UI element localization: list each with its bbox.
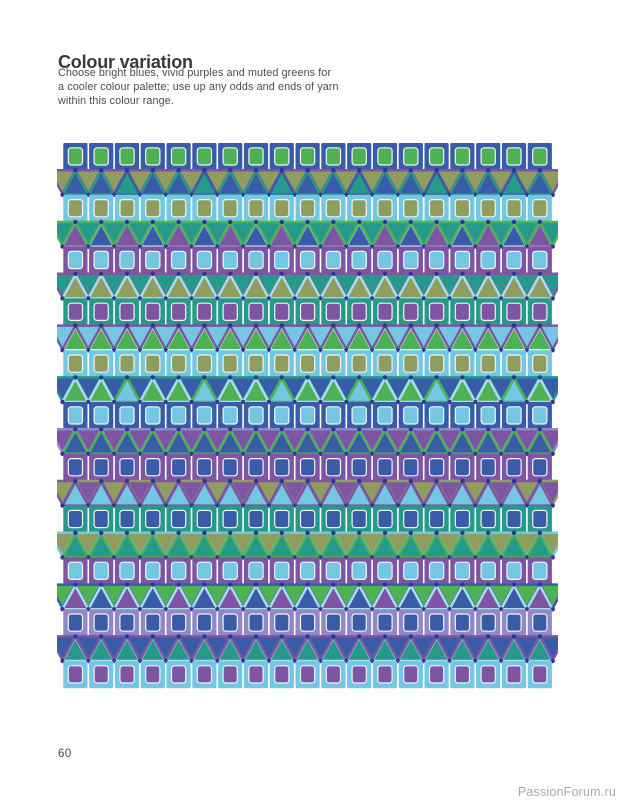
intro-line: Choose bright blues, vivid purples and m… <box>58 67 332 79</box>
page-title: Colour variation <box>58 52 193 73</box>
watermark-text: PassionForum.ru <box>517 785 616 799</box>
intro-paragraph: Choose bright blues, vivid purples and m… <box>58 66 339 108</box>
intro-line: within this colour range. <box>58 95 174 107</box>
intro-line: a cooler colour palette; use up any odds… <box>58 81 339 93</box>
colour-pattern-swatch <box>57 143 558 689</box>
page-number: 60 <box>58 748 72 760</box>
